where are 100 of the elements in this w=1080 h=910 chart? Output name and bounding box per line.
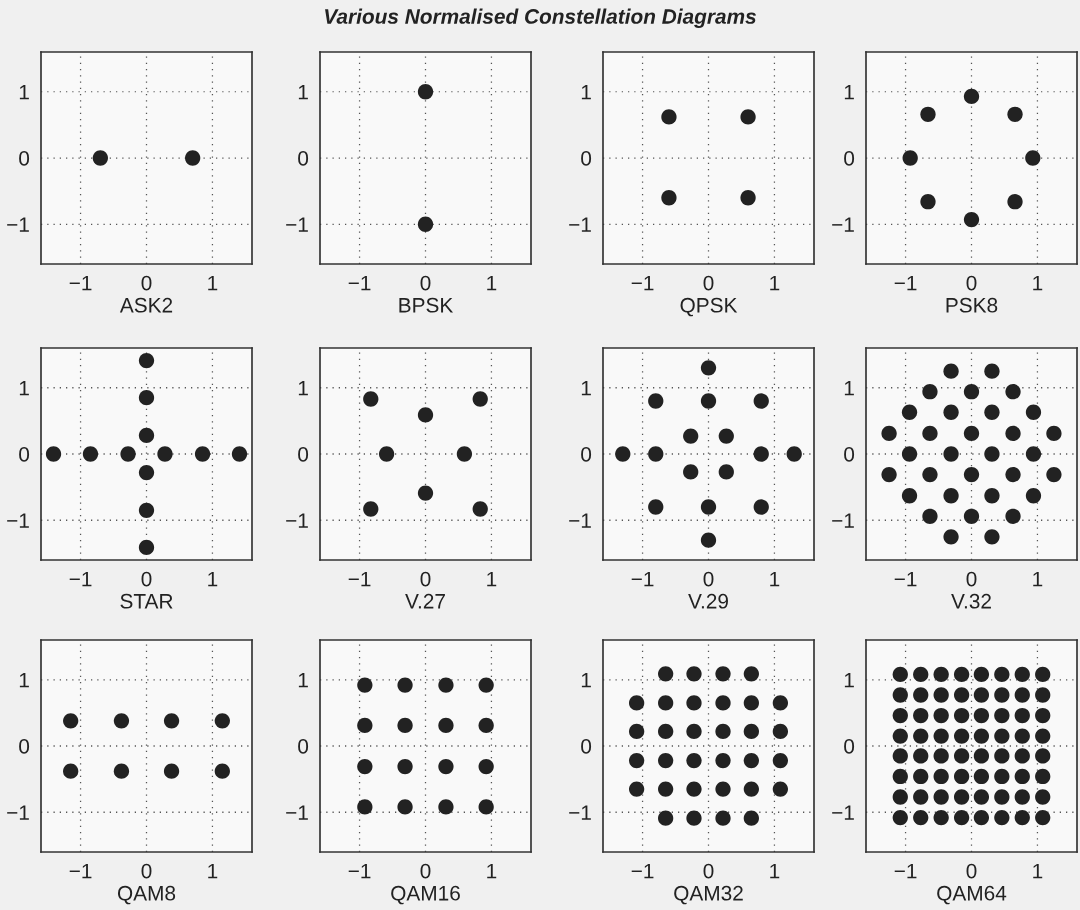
point — [138, 390, 155, 406]
x-axis-title: V.29 — [688, 593, 728, 609]
point — [743, 781, 759, 797]
x-tick-label: 0 — [420, 863, 431, 879]
x-axis-title: V.32 — [951, 593, 991, 609]
point — [718, 428, 734, 444]
y-tick-label: 1 — [844, 380, 854, 396]
point — [357, 717, 373, 734]
y-tick-label: 1 — [19, 672, 29, 688]
point — [1005, 384, 1021, 400]
point — [984, 363, 1000, 379]
point — [743, 810, 759, 826]
point — [700, 393, 717, 409]
point — [1005, 508, 1021, 524]
x-tick-label: 0 — [141, 863, 152, 879]
x-tick-label: −1 — [894, 275, 917, 291]
point — [920, 106, 936, 122]
point — [901, 488, 918, 504]
point — [1025, 404, 1042, 420]
point — [715, 752, 731, 769]
y-tick-label: −1 — [286, 217, 308, 232]
point — [686, 781, 702, 797]
point — [357, 758, 373, 775]
point — [397, 758, 413, 775]
x-tick-label: 0 — [420, 275, 431, 291]
point — [963, 425, 980, 442]
point — [753, 499, 769, 515]
point — [138, 352, 155, 369]
point — [686, 666, 702, 682]
point — [922, 425, 938, 442]
y-tick-label: 1 — [298, 380, 308, 396]
point — [700, 360, 717, 376]
point — [743, 723, 759, 740]
point — [943, 529, 959, 545]
point — [478, 799, 494, 815]
x-tick-label: 1 — [208, 863, 218, 879]
point — [984, 488, 1000, 504]
point — [772, 752, 789, 769]
point — [881, 466, 897, 483]
point — [920, 194, 936, 210]
x-tick-label: 1 — [208, 275, 218, 291]
point — [478, 758, 494, 775]
point — [378, 446, 395, 462]
x-tick-label: 1 — [1033, 571, 1043, 587]
x-tick-label: −1 — [69, 571, 92, 587]
point — [715, 666, 731, 682]
point — [772, 781, 789, 797]
x-tick-label: −1 — [348, 571, 371, 587]
y-tick-label: 1 — [844, 672, 854, 688]
point — [658, 666, 674, 682]
point — [138, 464, 155, 481]
point — [628, 723, 645, 740]
point — [648, 499, 664, 515]
point — [658, 810, 674, 826]
point — [478, 717, 494, 734]
point — [984, 529, 1000, 545]
point — [683, 464, 699, 480]
point — [417, 485, 434, 501]
y-tick-label: 0 — [298, 151, 309, 166]
point — [45, 446, 62, 462]
point — [157, 446, 173, 462]
point — [743, 752, 759, 769]
x-tick-label: 1 — [487, 571, 497, 587]
y-tick-label: 1 — [581, 672, 591, 688]
y-tick-label: −1 — [569, 217, 591, 232]
point — [715, 723, 731, 740]
x-tick-label: 1 — [487, 863, 497, 879]
y-tick-label: 0 — [19, 151, 30, 166]
y-tick-label: 0 — [19, 739, 30, 754]
point — [628, 695, 645, 711]
point — [715, 781, 731, 797]
point — [963, 466, 980, 483]
point — [397, 717, 413, 734]
x-tick-label: 1 — [770, 571, 780, 587]
point — [417, 407, 434, 423]
x-tick-label: −1 — [631, 275, 654, 291]
x-tick-label: −1 — [69, 863, 92, 879]
x-tick-label: −1 — [894, 863, 917, 879]
y-tick-label: 0 — [19, 447, 30, 462]
y-tick-label: 0 — [581, 447, 592, 462]
point — [700, 499, 717, 515]
point — [901, 404, 918, 420]
y-tick-label: −1 — [286, 513, 308, 528]
point — [1005, 466, 1021, 483]
point — [1007, 106, 1023, 122]
x-tick-label: 0 — [703, 275, 714, 291]
point — [397, 799, 413, 815]
point — [715, 695, 731, 711]
point — [753, 446, 769, 462]
y-tick-label: 0 — [844, 739, 855, 754]
point — [1025, 446, 1042, 462]
y-tick-label: 0 — [844, 151, 855, 166]
x-tick-label: 0 — [966, 571, 977, 587]
point — [984, 404, 1000, 420]
x-axis-title: QAM64 — [937, 885, 1007, 905]
point — [1046, 425, 1062, 442]
x-tick-label: 0 — [966, 863, 977, 879]
point — [922, 508, 938, 524]
point — [686, 810, 702, 826]
x-tick-label: −1 — [348, 863, 371, 879]
